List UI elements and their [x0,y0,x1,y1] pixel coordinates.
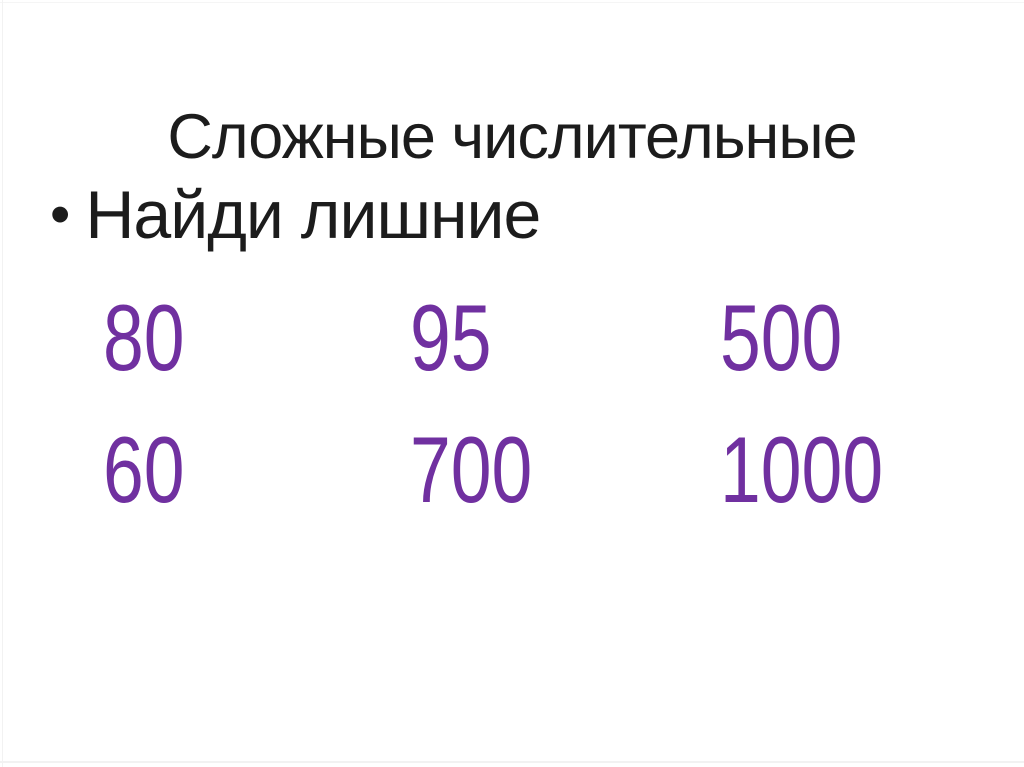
number-cell: 95 [410,272,720,404]
number-cell: 1000 [720,404,983,536]
bullet-marker: • [50,182,70,247]
number-value: 1000 [720,417,884,522]
numbers-grid: 80 95 500 60 700 1000 [103,272,983,536]
number-value: 700 [410,417,533,522]
slide-title: Сложные числительные [167,102,857,173]
numbers-row: 80 95 500 [103,272,983,404]
number-cell: 60 [103,404,410,536]
number-value: 95 [410,285,492,390]
number-value: 80 [103,285,185,390]
bullet-text: Найди лишние [85,177,541,253]
number-value: 60 [103,417,185,522]
slide-edge-top [0,2,1024,3]
number-value: 500 [720,285,843,390]
number-cell: 700 [410,404,720,536]
number-cell: 80 [103,272,410,404]
numbers-row: 60 700 1000 [103,404,983,536]
bullet-item: • Найди лишние [50,175,541,257]
slide-edge-bottom [0,761,1024,763]
number-cell: 500 [720,272,983,404]
slide-edge-left [2,0,3,767]
